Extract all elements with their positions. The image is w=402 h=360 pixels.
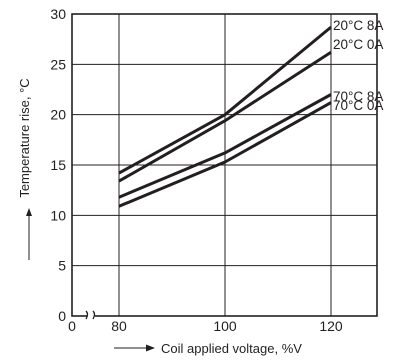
series-lines — [118, 25, 332, 208]
series-label: 20°C 0A — [333, 37, 383, 52]
grid — [72, 14, 377, 316]
x-tick-label: 0 — [68, 318, 76, 334]
series-label: 70°C 0A — [333, 98, 383, 113]
x-tick-label: 100 — [213, 318, 237, 334]
x-tick-labels: 0 80 100 120 — [68, 318, 343, 334]
series-line — [118, 101, 332, 208]
x-axis-arrow — [114, 344, 155, 352]
axis-break-marker — [85, 309, 96, 323]
y-tick-label: 25 — [50, 56, 66, 72]
series-line — [118, 93, 332, 199]
y-tick-label: 15 — [50, 157, 66, 173]
x-tick-label: 120 — [319, 318, 343, 334]
y-tick-label: 30 — [50, 6, 66, 22]
x-tick-label: 80 — [111, 318, 127, 334]
y-tick-label: 10 — [50, 207, 66, 223]
y-axis-arrow — [26, 208, 32, 260]
series-line — [118, 25, 332, 175]
series-label: 20°C 8A — [333, 18, 383, 33]
y-axis-label: Temperature rise, °C — [17, 78, 32, 197]
series-label: 70°C 8A — [333, 89, 383, 104]
y-tick-labels: 0 5 10 15 20 25 30 — [50, 6, 66, 324]
x-axis-label: Coil applied voltage, %V — [161, 341, 302, 356]
plot-frame — [71, 13, 378, 317]
y-tick-label: 5 — [58, 258, 66, 274]
y-tick-label: 0 — [58, 308, 66, 324]
y-tick-label: 20 — [50, 107, 66, 123]
